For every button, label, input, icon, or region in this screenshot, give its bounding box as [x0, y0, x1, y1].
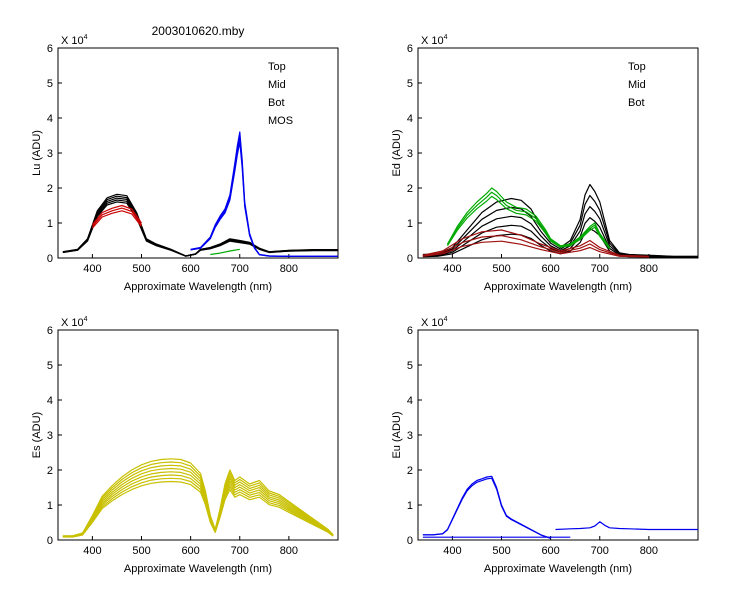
axis-multiplier: X 104	[421, 316, 448, 329]
x-tick-label: 400	[443, 263, 461, 275]
y-axis-label: Ed (ADU)	[391, 129, 403, 176]
y-tick-label: 2	[47, 465, 53, 477]
y-tick-label: 0	[407, 535, 413, 547]
y-tick-label: 0	[47, 535, 53, 547]
series-line-mid	[91, 210, 142, 229]
y-tick-label: 4	[47, 395, 53, 407]
plot-frame	[417, 329, 699, 541]
series-line-es	[62, 480, 334, 538]
figure-title: 2003010620.mby	[152, 24, 245, 38]
series-line-eu	[422, 475, 551, 539]
x-tick-label: 500	[492, 263, 510, 275]
plot-frame	[57, 47, 339, 259]
x-tick-label: 600	[541, 545, 559, 557]
y-tick-label: 4	[47, 113, 53, 125]
legend-item-top: Top	[268, 61, 286, 73]
y-tick-label: 3	[407, 430, 413, 442]
y-tick-label: 2	[47, 183, 53, 195]
y-tick-label: 6	[407, 325, 413, 337]
y-tick-label: 1	[407, 218, 413, 230]
y-tick-label: 6	[47, 43, 53, 55]
x-tick-label: 700	[591, 545, 609, 557]
series-line-eu	[422, 477, 551, 539]
legend-item-bot: Bot	[268, 97, 285, 109]
series-line-mos	[190, 141, 338, 257]
series-line-mid	[422, 229, 649, 257]
x-tick-label: 700	[591, 263, 609, 275]
chart-lu: X 104 Lu (ADU) Approximate Wavelength (n…	[31, 34, 339, 293]
y-tick-label: 2	[407, 183, 413, 195]
series-line-top	[422, 183, 698, 257]
y-axis-label: Lu (ADU)	[31, 130, 43, 176]
y-axis-label: Es (ADU)	[31, 412, 43, 458]
x-axis-label: Approximate Wavelength (nm)	[124, 563, 272, 575]
x-tick-label: 800	[640, 263, 658, 275]
x-tick-label: 800	[640, 545, 658, 557]
axis-multiplier: X 104	[61, 34, 88, 47]
y-tick-label: 5	[47, 360, 53, 372]
y-tick-label: 0	[47, 253, 53, 265]
series-line-bot	[446, 191, 611, 249]
x-tick-label: 800	[280, 545, 298, 557]
chart-eu: X 104 Eu (ADU) Approximate Wavelength (n…	[391, 316, 699, 575]
x-tick-label: 500	[132, 263, 150, 275]
y-tick-label: 4	[407, 395, 413, 407]
x-tick-label: 600	[181, 263, 199, 275]
chart-ed: X 104 Ed (ADU) Approximate Wavelength (n…	[391, 34, 699, 293]
series-line-mid	[422, 235, 649, 258]
legend-item-mos: MOS	[268, 115, 293, 127]
y-tick-label: 3	[47, 148, 53, 160]
y-tick-label: 5	[47, 78, 53, 90]
x-axis-label: Approximate Wavelength (nm)	[124, 281, 272, 293]
x-tick-label: 500	[492, 545, 510, 557]
x-tick-label: 600	[181, 545, 199, 557]
y-tick-label: 1	[47, 500, 53, 512]
series-line-eu-red	[555, 521, 698, 531]
legend-item-top: Top	[628, 61, 646, 73]
x-tick-label: 400	[83, 263, 101, 275]
y-axis-label: Eu (ADU)	[391, 411, 403, 458]
y-tick-label: 3	[47, 430, 53, 442]
chart-es: X 104 Es (ADU) Approximate Wavelength (n…	[31, 316, 339, 575]
y-tick-label: 6	[407, 43, 413, 55]
y-tick-label: 0	[407, 253, 413, 265]
series-line-bot	[446, 195, 611, 250]
x-axis-label: Approximate Wavelength (nm)	[484, 563, 632, 575]
x-tick-label: 500	[132, 545, 150, 557]
y-tick-label: 2	[407, 465, 413, 477]
x-tick-label: 400	[443, 545, 461, 557]
series-line-top	[62, 201, 338, 257]
x-tick-label: 400	[83, 545, 101, 557]
series-line-mos	[190, 131, 338, 257]
legend-item-mid: Mid	[268, 79, 286, 91]
y-tick-label: 1	[407, 500, 413, 512]
legend-item-bot: Bot	[628, 97, 645, 109]
series-line-mid	[91, 207, 142, 227]
x-tick-label: 800	[280, 263, 298, 275]
y-tick-label: 4	[407, 113, 413, 125]
y-tick-label: 5	[407, 360, 413, 372]
series-line-mos	[190, 136, 338, 257]
series-line-mid	[91, 204, 142, 226]
series-line-bot	[210, 248, 240, 256]
axis-multiplier: X 104	[421, 34, 448, 47]
series-line-bot	[446, 187, 611, 248]
y-tick-label: 5	[407, 78, 413, 90]
y-tick-label: 3	[407, 148, 413, 160]
x-tick-label: 700	[231, 263, 249, 275]
y-tick-label: 6	[47, 325, 53, 337]
axis-multiplier: X 104	[61, 316, 88, 329]
series-line-top	[422, 206, 698, 258]
series-line-mid	[422, 240, 649, 258]
x-tick-label: 700	[231, 545, 249, 557]
y-tick-label: 1	[47, 218, 53, 230]
x-tick-label: 600	[541, 263, 559, 275]
x-axis-label: Approximate Wavelength (nm)	[484, 281, 632, 293]
legend-item-mid: Mid	[628, 79, 646, 91]
